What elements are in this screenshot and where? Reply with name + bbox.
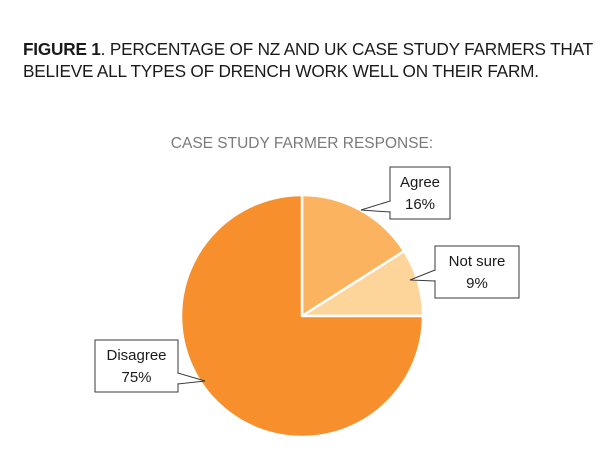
pie-slice-agree <box>300 193 406 318</box>
callout-agree: Agree 16% <box>360 166 451 220</box>
pie-slices <box>179 193 425 439</box>
pie-slice-disagree <box>179 193 425 439</box>
slice-label-disagree: Disagree <box>106 347 166 364</box>
slice-value-agree: 16% <box>405 196 435 213</box>
figure-label: FIGURE 1 <box>23 39 101 59</box>
callouts: Agree 16% Not sure 9% Disagree 75% <box>94 166 520 393</box>
callout-box <box>389 166 451 220</box>
callout-not-sure: Not sure 9% <box>409 245 520 299</box>
slice-value-disagree: 75% <box>121 369 151 386</box>
slice-label-agree: Agree <box>400 174 440 191</box>
callout-disagree: Disagree 75% <box>94 339 206 393</box>
slice-value-not-sure: 9% <box>466 275 488 292</box>
slice-label-not-sure: Not sure <box>449 253 506 270</box>
figure-title: FIGURE 1. PERCENTAGE OF NZ AND UK CASE S… <box>23 38 593 82</box>
chart-title: CASE STUDY FARMER RESPONSE: <box>171 135 433 152</box>
figure-caption: . PERCENTAGE OF NZ AND UK CASE STUDY FAR… <box>23 39 593 81</box>
callout-box <box>94 339 179 393</box>
callout-pointer <box>360 200 391 213</box>
callout-box <box>434 245 520 299</box>
